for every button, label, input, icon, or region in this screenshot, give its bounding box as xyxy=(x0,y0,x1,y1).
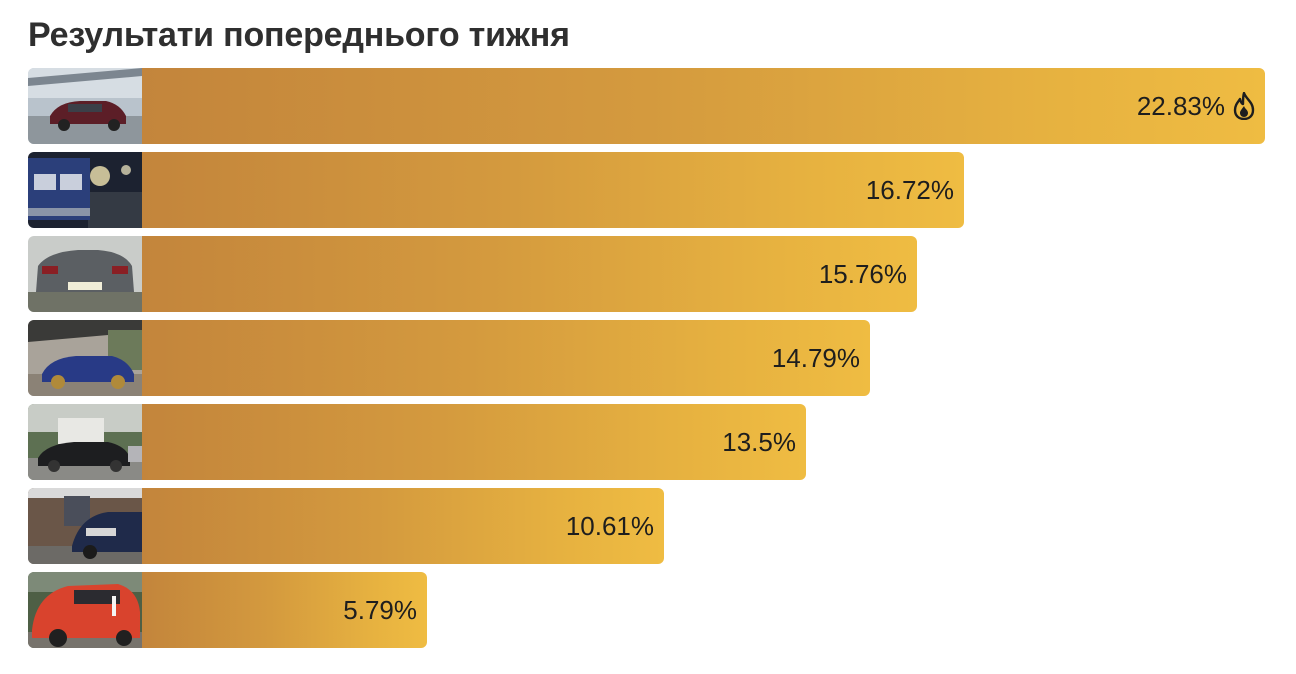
bar-value-label: 22.83% xyxy=(1136,90,1225,121)
car-thumbnail-maroon-sedan xyxy=(28,68,142,144)
car-thumbnail-gray-sedan-rear xyxy=(28,236,142,312)
bar: 16.72% xyxy=(142,152,964,228)
bar: 5.79% xyxy=(142,572,427,648)
bar-row: 13.5% xyxy=(28,404,806,480)
bar-row: 5.79% xyxy=(28,572,427,648)
bar-value-label: 16.72% xyxy=(865,174,954,205)
car-thumbnail-blue-muscle-car xyxy=(28,320,142,396)
car-thumbnail-black-roadster xyxy=(28,404,142,480)
bar-row: 10.61% xyxy=(28,488,664,564)
bar-value-label: 5.79% xyxy=(343,594,417,625)
bar: 14.79% xyxy=(142,320,870,396)
bar-value-label: 14.79% xyxy=(771,342,860,373)
bar-value-label: 10.61% xyxy=(565,510,654,541)
bar-row: 14.79% xyxy=(28,320,870,396)
car-thumbnail-blue-classic-headlights xyxy=(28,152,142,228)
bar-row: 16.72% xyxy=(28,152,964,228)
fire-icon xyxy=(1233,92,1255,120)
car-thumbnail-orange-small-car xyxy=(28,572,142,648)
bar: 10.61% xyxy=(142,488,664,564)
bar: 13.5% xyxy=(142,404,806,480)
bar-row: 22.83% xyxy=(28,68,1265,144)
bar: 15.76% xyxy=(142,236,917,312)
bar-value-label: 13.5% xyxy=(722,426,796,457)
bar: 22.83% xyxy=(142,68,1265,144)
bar-value-label: 15.76% xyxy=(818,258,907,289)
bar-row: 15.76% xyxy=(28,236,917,312)
car-thumbnail-dark-blue-hatchback xyxy=(28,488,142,564)
chart-title: Результати попереднього тижня xyxy=(28,16,570,54)
